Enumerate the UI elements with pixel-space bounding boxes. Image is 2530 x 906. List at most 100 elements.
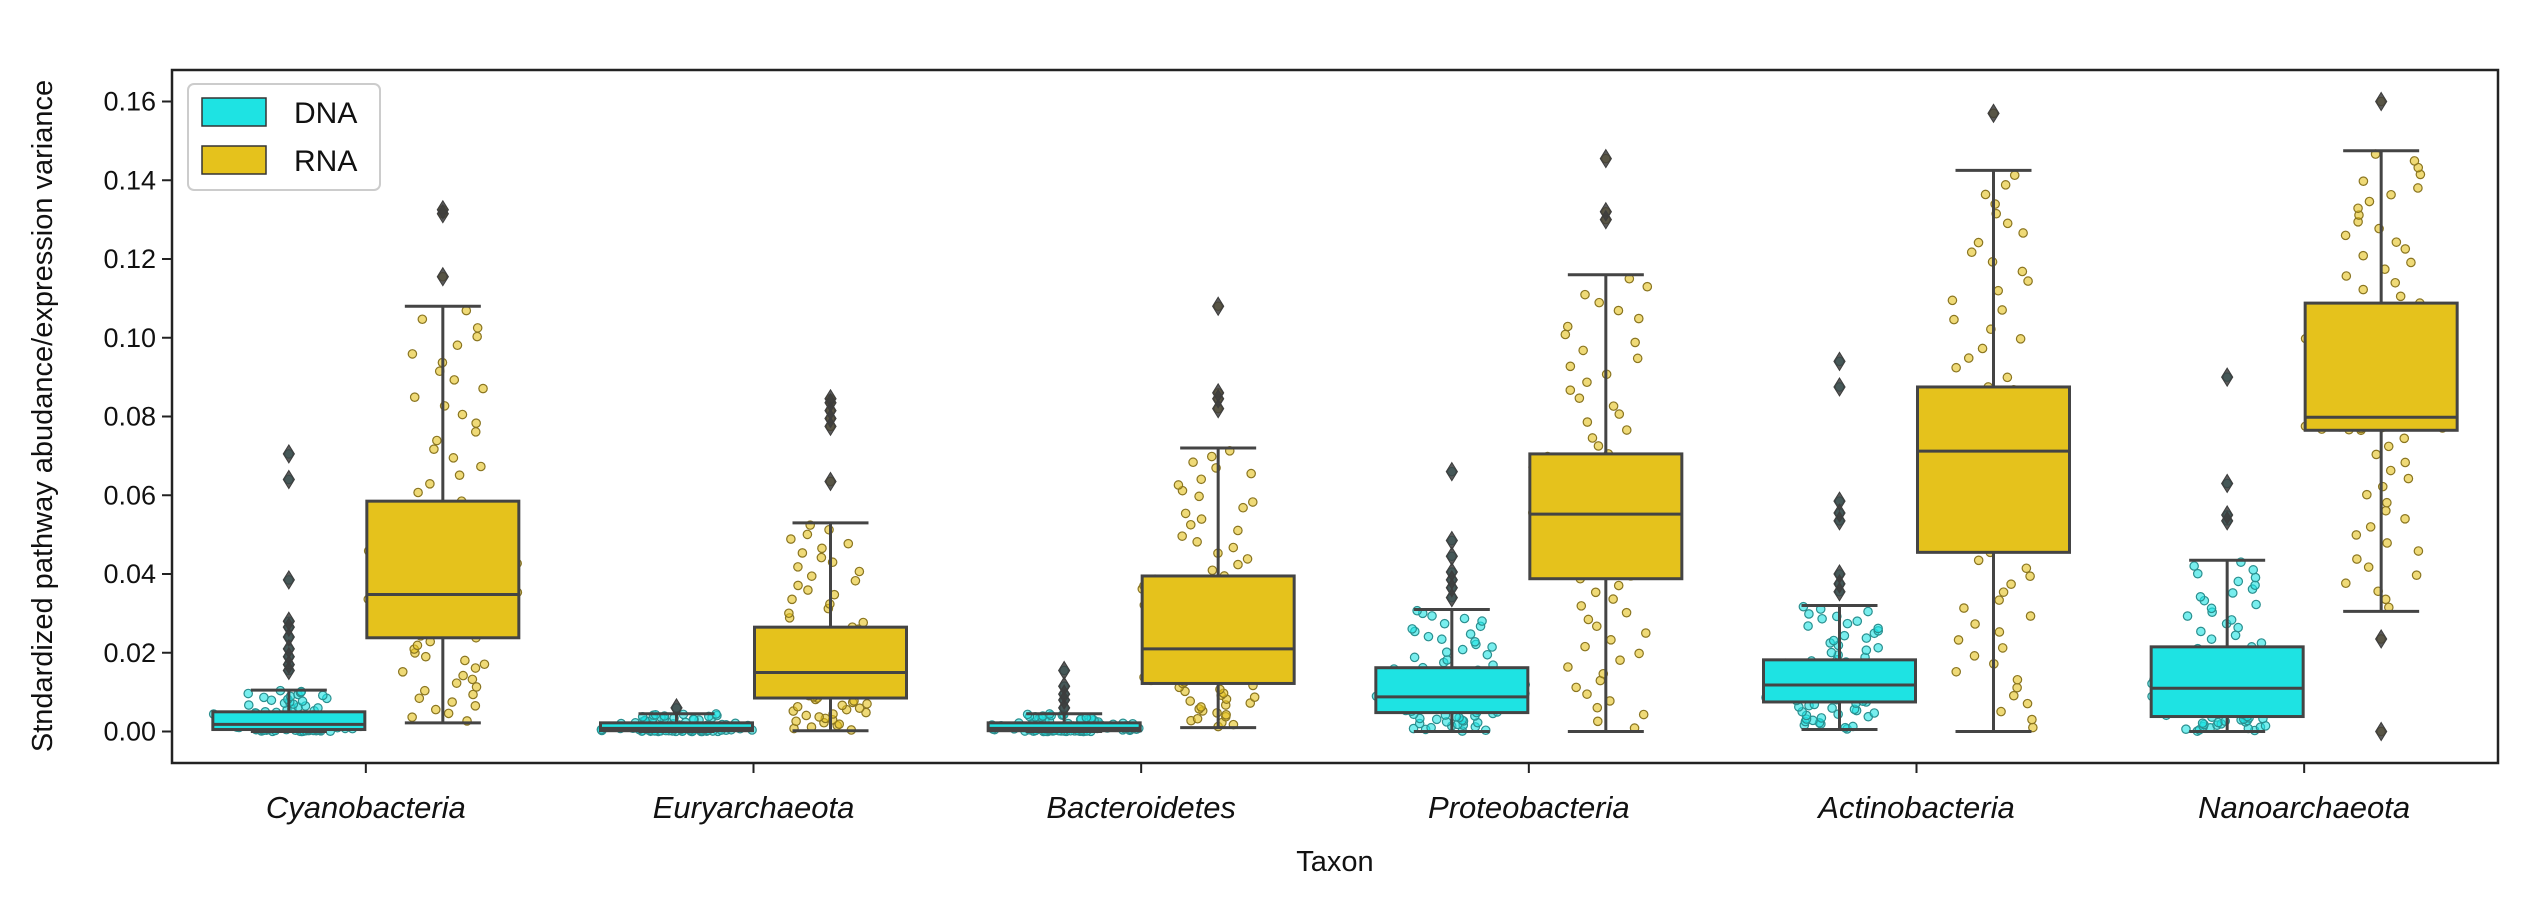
x-tick-label: Bacteroidetes bbox=[1046, 790, 1236, 825]
outlier-marker bbox=[824, 388, 837, 409]
swarm-point bbox=[2382, 497, 2392, 508]
swarm-point bbox=[397, 667, 408, 677]
swarm-point bbox=[793, 562, 803, 572]
swarm-point bbox=[2002, 218, 2013, 229]
swarm-point bbox=[2022, 698, 2033, 709]
swarm-point bbox=[1613, 580, 1624, 591]
swarm-point bbox=[1206, 451, 1217, 462]
swarm-point bbox=[2197, 718, 2208, 728]
y-tick-label: 0.04 bbox=[103, 559, 156, 589]
swarm-point bbox=[2341, 271, 2352, 281]
swarm-point bbox=[1621, 425, 1632, 435]
swarm-point bbox=[460, 655, 470, 666]
swarm-point bbox=[2250, 572, 2261, 583]
swarm-point bbox=[802, 529, 813, 540]
swarm-point bbox=[1221, 710, 1231, 720]
swarm-point bbox=[1997, 643, 2008, 653]
swarm-point bbox=[817, 543, 827, 554]
swarm-point bbox=[1442, 655, 1452, 665]
outlier-marker bbox=[670, 697, 683, 718]
swarm-point bbox=[1465, 629, 1476, 639]
swarm-point bbox=[1563, 662, 1573, 672]
swarm-point bbox=[1194, 491, 1204, 502]
swarm-point bbox=[447, 697, 457, 707]
swarm-point bbox=[1632, 353, 1643, 364]
swarm-point bbox=[2196, 626, 2206, 637]
swarm-point bbox=[2363, 562, 2374, 572]
swarm-point bbox=[2358, 284, 2369, 295]
swarm-point bbox=[1827, 703, 1837, 713]
box-dna bbox=[1374, 666, 1530, 715]
x-axis: Cyanobacteria Euryarchaeota Bacteroidetes P… bbox=[266, 763, 2410, 825]
swarm-point bbox=[1594, 297, 1604, 308]
outlier-marker bbox=[1445, 530, 1459, 551]
swarm-point bbox=[414, 693, 425, 704]
swarm-point bbox=[1580, 289, 1590, 300]
swarm-point bbox=[1873, 642, 1883, 653]
swarm-point bbox=[1998, 587, 2009, 597]
swarm-point bbox=[1608, 401, 1619, 411]
outlier-marker bbox=[1445, 461, 1459, 482]
swarm-point bbox=[2017, 266, 2028, 277]
swarm-point bbox=[2411, 570, 2422, 580]
x-tick-label: Cyanobacteria bbox=[266, 790, 466, 825]
swarm-point bbox=[1565, 385, 1576, 396]
swarm-point bbox=[457, 409, 468, 420]
swarm-point bbox=[425, 479, 435, 489]
swarm-point bbox=[1590, 587, 1601, 598]
swarm-point bbox=[2248, 565, 2259, 575]
swarm-point bbox=[454, 470, 465, 480]
swarm-point bbox=[2192, 568, 2203, 579]
outlier-marker bbox=[2374, 629, 2388, 649]
swarm-point bbox=[452, 340, 463, 351]
swarm-point bbox=[472, 331, 482, 342]
swarm-point bbox=[1996, 706, 2006, 717]
swarm-point bbox=[843, 538, 854, 549]
swarm-point bbox=[2341, 578, 2351, 589]
swarm-point bbox=[2385, 465, 2396, 476]
swarm-point bbox=[2409, 156, 2420, 166]
swarm-point bbox=[803, 585, 813, 595]
x-axis-title: Taxon bbox=[1296, 846, 1373, 878]
swarm-point bbox=[2025, 571, 2035, 582]
outlier-marker bbox=[282, 443, 296, 464]
swarm-point bbox=[1803, 621, 1813, 631]
box-rna bbox=[1916, 385, 2071, 554]
outlier-marker bbox=[436, 266, 450, 287]
outlier-marker bbox=[1833, 491, 1846, 512]
swarm-point bbox=[2002, 372, 2013, 383]
swarm-point bbox=[478, 383, 488, 394]
swarm-point bbox=[1839, 630, 1850, 641]
swarm-point bbox=[837, 700, 848, 711]
swarm-point bbox=[1993, 285, 2004, 296]
legend-label-dna: DNA bbox=[294, 97, 357, 130]
y-axis-title: Stndardized pathway abudance/expression … bbox=[27, 80, 59, 752]
swarm-point bbox=[2195, 591, 2206, 602]
swarm-point bbox=[2413, 183, 2423, 193]
swarm-point bbox=[1817, 613, 1827, 624]
swarm-point bbox=[1196, 474, 1207, 485]
outlier-marker bbox=[1599, 148, 1613, 169]
outlier-marker bbox=[2374, 91, 2388, 112]
swarm-point bbox=[1621, 607, 1632, 618]
swarm-point bbox=[1582, 377, 1592, 388]
outlier-marker bbox=[1987, 103, 2000, 124]
swarm-point bbox=[1409, 652, 1420, 663]
swarm-point bbox=[2009, 170, 2020, 181]
swarm-point bbox=[1562, 321, 1573, 332]
swarm-point bbox=[412, 640, 423, 651]
swarm-point bbox=[2189, 561, 2199, 571]
outlier-marker bbox=[1833, 351, 1846, 372]
swarm-point bbox=[1431, 714, 1442, 725]
swarm-point bbox=[2371, 449, 2382, 460]
swarm-point bbox=[814, 712, 824, 722]
swarm-point bbox=[1997, 305, 2007, 315]
swarm-point bbox=[2362, 489, 2372, 500]
swarm-point bbox=[409, 392, 420, 403]
swarm-point bbox=[2012, 674, 2023, 685]
swarm-point bbox=[2251, 599, 2261, 610]
x-tick-label: Nanoarchaeota bbox=[2198, 790, 2410, 825]
swarm-point bbox=[420, 651, 431, 662]
swarm-point bbox=[1634, 648, 1644, 659]
